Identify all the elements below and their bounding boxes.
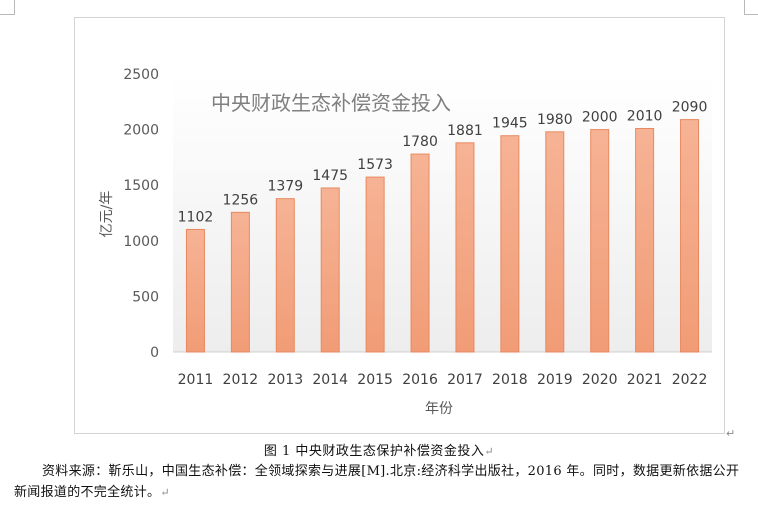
- x-tick-label: 2017: [447, 372, 483, 388]
- x-tick-label: 2014: [312, 372, 348, 388]
- bar-chart: 0 500 1000 1500 2000 2500 1102 2011 1256 2012 1379…: [99, 67, 712, 417]
- x-tick-label: 2018: [492, 372, 528, 388]
- bar: [500, 135, 520, 353]
- source-paragraph-mark: ↵: [160, 486, 170, 499]
- bar: [365, 176, 385, 353]
- x-tick-label: 2022: [672, 372, 708, 388]
- plot-area: [173, 74, 712, 352]
- chart-end-mark: ↵: [726, 427, 736, 440]
- data-label: 1256: [223, 192, 259, 208]
- bar: [545, 131, 565, 353]
- x-tick-label: 2013: [267, 372, 303, 388]
- x-tick-label: 2015: [357, 372, 393, 388]
- data-label: 2010: [627, 108, 663, 124]
- bar: [680, 119, 700, 353]
- chart-title: 中央财政生态补偿资金投入: [211, 91, 451, 115]
- page-corner-mark-right: [744, 0, 758, 15]
- data-label: 1475: [312, 168, 348, 184]
- y-tick-label: 0: [150, 345, 159, 361]
- page-corner-mark-left: [0, 0, 15, 15]
- data-label: 1980: [537, 112, 573, 128]
- bar: [590, 129, 610, 353]
- data-label: 2000: [582, 110, 618, 126]
- y-tick-label: 1000: [123, 234, 159, 250]
- bar: [455, 142, 475, 353]
- data-label: 1881: [447, 123, 483, 139]
- x-tick-label: 2016: [402, 372, 438, 388]
- source-note-text: 资料来源：靳乐山，中国生态补偿：全领域探索与进展[M].北京:经济科学出版社，2…: [14, 464, 740, 500]
- x-tick-label: 2019: [537, 372, 573, 388]
- x-tick-label: 2020: [582, 372, 618, 388]
- bar: [230, 211, 250, 353]
- y-tick-label: 1500: [123, 178, 159, 194]
- x-tick-label: 2021: [627, 372, 663, 388]
- figure-caption-text: 图 1 中央财政生态保护补偿资金投入: [263, 444, 485, 459]
- x-tick-label: 2012: [223, 372, 259, 388]
- caption-paragraph-mark: ↵: [484, 445, 495, 458]
- x-tick-label: 2011: [178, 372, 214, 388]
- y-tick-label: 2500: [123, 67, 159, 83]
- chart-frame[interactable]: 0 500 1000 1500 2000 2500 1102 2011 1256 2012 1379…: [74, 17, 725, 434]
- bar: [275, 198, 295, 353]
- data-label: 1945: [492, 116, 528, 132]
- figure-caption: 图 1 中央财政生态保护补偿资金投入↵: [0, 440, 758, 459]
- data-label: 1379: [267, 179, 303, 195]
- source-note: 资料来源：靳乐山，中国生态补偿：全领域探索与进展[M].北京:经济科学出版社，2…: [14, 461, 749, 503]
- data-label: 2090: [672, 100, 708, 116]
- x-axis-title: 年份: [425, 401, 453, 417]
- y-tick-label: 500: [132, 289, 159, 305]
- bar: [185, 228, 205, 353]
- data-label: 1573: [357, 157, 393, 173]
- data-label: 1780: [402, 134, 438, 150]
- bar: [410, 153, 430, 353]
- y-tick-label: 2000: [123, 123, 159, 139]
- bar: [320, 187, 340, 353]
- bar: [635, 127, 655, 353]
- data-label: 1102: [178, 209, 214, 225]
- y-axis-title: 亿元/年: [99, 191, 115, 238]
